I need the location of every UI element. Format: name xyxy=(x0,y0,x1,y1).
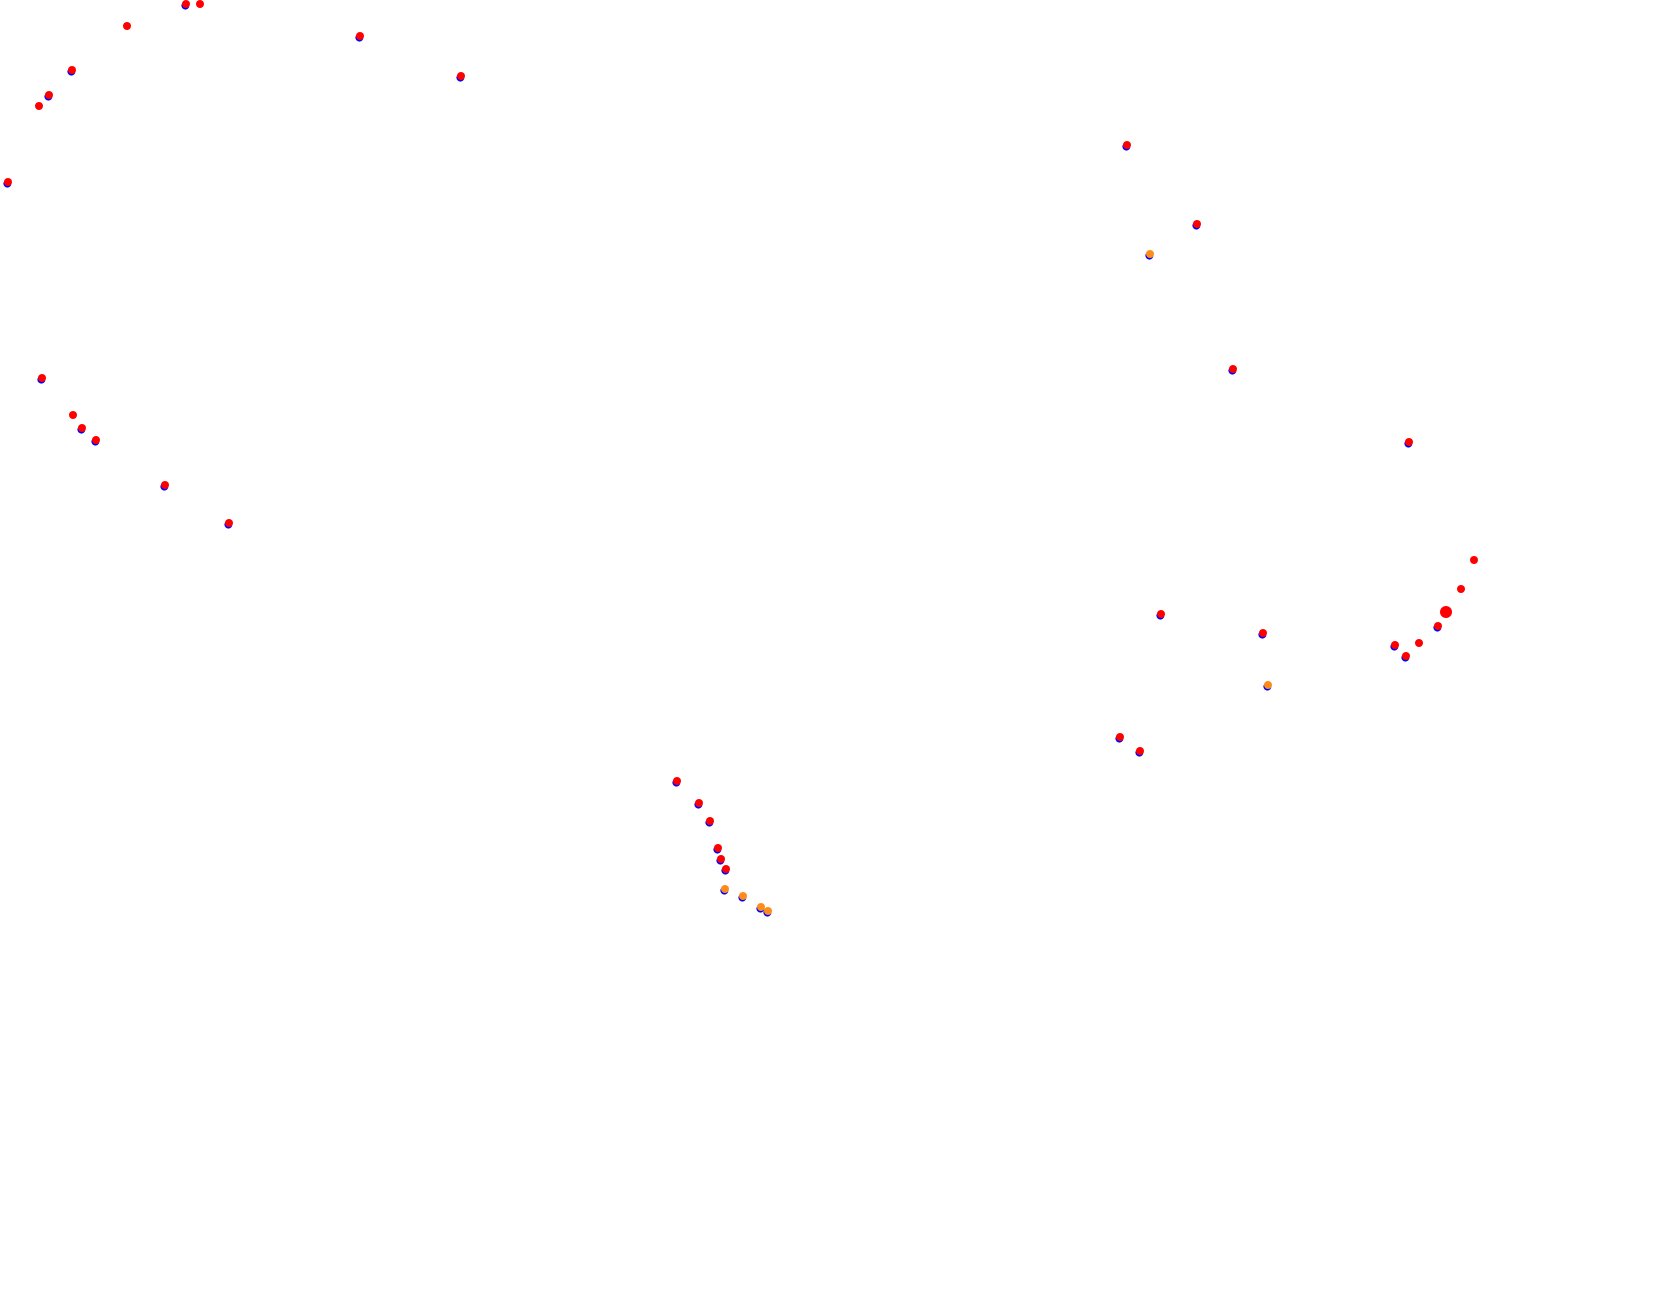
red-marker xyxy=(1193,220,1201,228)
red-marker xyxy=(1402,652,1410,660)
red-marker xyxy=(714,844,722,852)
red-marker xyxy=(69,411,77,419)
red-marker xyxy=(1470,556,1478,564)
red-marker xyxy=(1391,641,1399,649)
orange-marker xyxy=(721,885,729,893)
orange-marker xyxy=(739,892,747,900)
right-lower-cluster xyxy=(1115,556,1478,757)
red-marker xyxy=(123,22,131,30)
top-left-cluster xyxy=(3,0,465,188)
red-marker xyxy=(1405,438,1413,446)
red-marker xyxy=(1123,141,1131,149)
red-marker xyxy=(182,0,190,8)
red-marker xyxy=(1116,733,1124,741)
red-marker xyxy=(1440,606,1452,618)
mid-left-cluster xyxy=(37,374,233,529)
red-marker xyxy=(225,519,233,527)
orange-marker xyxy=(1146,250,1154,258)
red-marker xyxy=(196,0,204,8)
right-upper-cluster xyxy=(1122,141,1413,448)
orange-marker xyxy=(757,903,765,911)
red-marker xyxy=(4,178,12,186)
red-marker xyxy=(1136,747,1144,755)
red-marker xyxy=(717,855,725,863)
red-marker xyxy=(1229,365,1237,373)
orange-marker xyxy=(1264,681,1272,689)
red-marker xyxy=(38,374,46,382)
red-marker xyxy=(695,799,703,807)
red-marker xyxy=(1259,629,1267,637)
red-marker xyxy=(457,72,465,80)
red-marker xyxy=(706,817,714,825)
red-marker xyxy=(1415,639,1423,647)
red-marker xyxy=(1157,610,1165,618)
red-marker xyxy=(92,436,100,444)
red-marker xyxy=(1457,585,1465,593)
red-marker xyxy=(161,481,169,489)
red-marker xyxy=(45,91,53,99)
red-marker xyxy=(68,66,76,74)
center-bottom-cluster xyxy=(672,777,772,917)
red-marker xyxy=(673,777,681,785)
red-marker xyxy=(356,32,364,40)
red-marker xyxy=(35,102,43,110)
red-marker xyxy=(78,424,86,432)
red-marker xyxy=(722,865,730,873)
orange-marker xyxy=(764,907,772,915)
red-marker xyxy=(1434,622,1442,630)
